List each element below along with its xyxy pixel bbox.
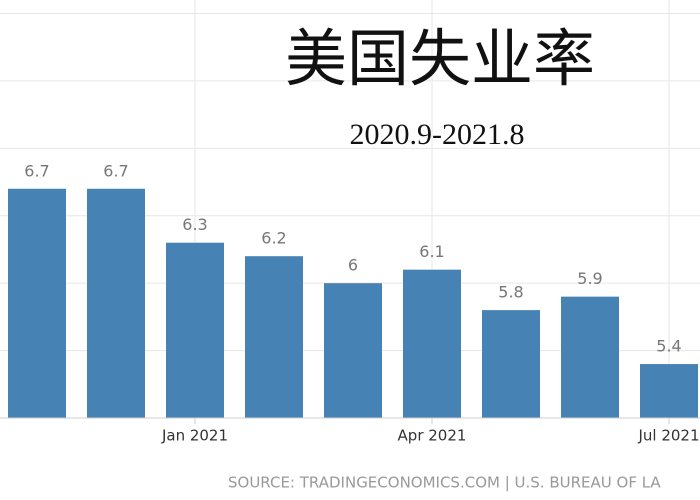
- bar: [245, 256, 303, 418]
- bar: [561, 296, 619, 418]
- bar: [403, 269, 461, 418]
- value-label: 6: [348, 256, 358, 275]
- chart-subtitle: 2020.9-2021.8: [350, 118, 525, 151]
- value-label: 6.7: [24, 161, 49, 180]
- value-label: 5.8: [498, 283, 523, 302]
- chart-title: 美国失业率: [285, 26, 595, 94]
- value-label: 6.7: [103, 161, 128, 180]
- bar: [482, 310, 540, 418]
- bar: [166, 242, 224, 418]
- value-label: 6.2: [261, 229, 286, 248]
- x-tick-label: Apr 2021: [398, 427, 467, 445]
- source-note: SOURCE: TRADINGECONOMICS.COM | U.S. BURE…: [228, 474, 661, 492]
- value-label: 5.4: [656, 337, 681, 356]
- bar: [324, 283, 382, 418]
- x-tick-label: Jul 2021: [637, 427, 699, 445]
- x-tick-label: Jan 2021: [161, 427, 228, 445]
- bar: [640, 364, 698, 418]
- bar: [87, 188, 145, 418]
- value-label: 5.9: [577, 269, 602, 288]
- value-label: 6.3: [182, 215, 207, 234]
- bar: [8, 188, 66, 418]
- value-label: 6.1: [419, 242, 444, 261]
